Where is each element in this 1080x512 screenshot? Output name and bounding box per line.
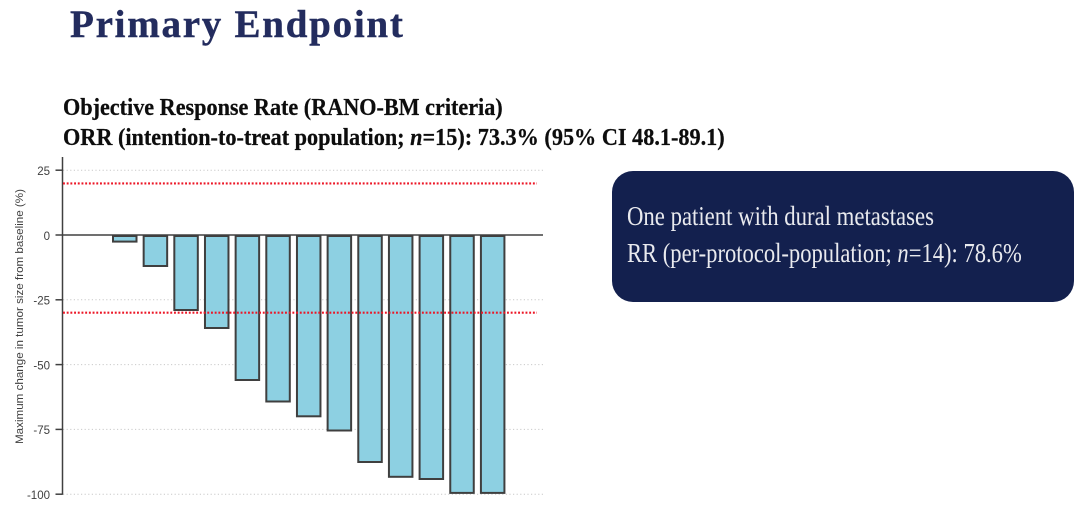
svg-text:-50: -50 [33,360,50,372]
svg-text:25: 25 [37,166,50,178]
svg-text:0: 0 [44,231,50,243]
svg-text:-75: -75 [33,425,50,437]
svg-text:Maximum change in tumor size f: Maximum change in tumor size from baseli… [14,189,26,444]
svg-text:-100: -100 [27,490,50,502]
svg-text:-25: -25 [33,296,50,308]
